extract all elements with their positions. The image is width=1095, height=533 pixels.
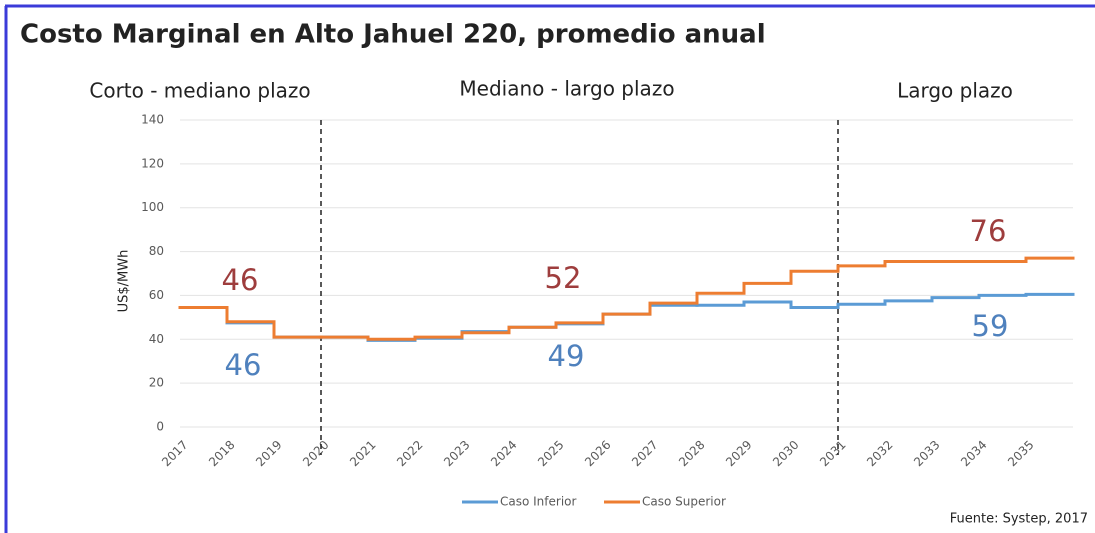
section-label: Largo plazo [897, 79, 1013, 103]
y-tick-label: 100 [141, 200, 164, 214]
x-tick-label: 2033 [911, 438, 942, 469]
x-tick-label: 2022 [394, 438, 425, 469]
y-tick-label: 0 [156, 420, 164, 434]
x-tick-label: 2019 [253, 438, 284, 469]
y-tick-label: 140 [141, 113, 164, 127]
x-tick-label: 2026 [582, 438, 613, 469]
section-label: Corto - mediano plazo [89, 79, 310, 103]
y-tick-label: 120 [141, 156, 164, 170]
x-tick-label: 2031 [817, 438, 848, 469]
x-tick-label: 2024 [488, 438, 519, 469]
x-tick-label: 2025 [535, 438, 566, 469]
x-tick-label: 2034 [958, 438, 989, 469]
annotation: 59 [972, 309, 1009, 343]
x-tick-label: 2017 [159, 438, 190, 469]
x-tick-label: 2027 [629, 438, 660, 469]
x-tick-label: 2021 [347, 438, 378, 469]
legend-label: Caso Superior [642, 495, 726, 509]
legend-label: Caso Inferior [500, 495, 577, 509]
chart-title: Costo Marginal en Alto Jahuel 220, prome… [20, 20, 766, 50]
y-tick-label: 40 [149, 332, 164, 346]
x-tick-label: 2018 [206, 438, 237, 469]
x-tick-label: 2032 [864, 438, 895, 469]
x-tick-label: 2020 [300, 438, 331, 469]
source: Fuente: Systep, 2017 [950, 512, 1088, 527]
y-tick-label: 80 [149, 244, 164, 258]
annotation: 46 [225, 348, 262, 382]
x-tick-label: 2023 [441, 438, 472, 469]
y-tick-label: 20 [149, 376, 164, 390]
x-tick-label: 2035 [1005, 438, 1036, 469]
x-tick-label: 2028 [676, 438, 707, 469]
annotation: 46 [222, 263, 259, 297]
annotation: 76 [970, 214, 1007, 248]
section-label: Mediano - largo plazo [459, 77, 674, 101]
annotation: 52 [545, 261, 582, 295]
y-tick-label: 60 [149, 288, 164, 302]
y-axis-label: US$/MWh [117, 250, 132, 313]
annotation: 49 [548, 339, 585, 373]
x-tick-label: 2029 [723, 438, 754, 469]
x-tick-label: 2030 [770, 438, 801, 469]
